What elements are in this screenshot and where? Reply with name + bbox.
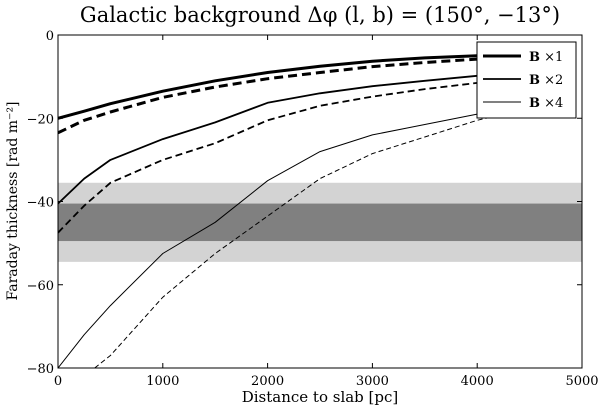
series-line-2-dashed — [58, 55, 530, 135]
legend: B ×1 B ×2 B ×4 — [476, 41, 577, 119]
chart-title: Galactic background Δφ (l, b) = (150°, −… — [80, 3, 560, 27]
series-line-3-solid — [58, 71, 530, 205]
series-line-1-solid — [58, 53, 530, 120]
y-axis-label: Faraday thickness [rad m⁻²] — [5, 101, 21, 300]
y-tick-label: −60 — [27, 279, 54, 294]
x-tick-label: 4000 — [461, 374, 494, 389]
legend-label: B ×1 — [529, 50, 563, 65]
legend-label: B ×2 — [529, 73, 563, 88]
y-tick-label: −80 — [27, 362, 54, 377]
y-tick-label: 0 — [46, 29, 54, 44]
x-tick-label: 0 — [54, 374, 62, 389]
y-tick-label: −20 — [27, 112, 54, 127]
x-tick-label: 3000 — [356, 374, 389, 389]
x-tick-label: 1000 — [146, 374, 179, 389]
x-tick-label: 2000 — [251, 374, 284, 389]
x-axis-label: Distance to slab [pc] — [242, 388, 399, 406]
series-line-4-dashed — [58, 77, 530, 234]
series-line-5-solid — [58, 103, 530, 368]
band-2 — [58, 203, 582, 242]
y-tick-label: −40 — [27, 196, 54, 211]
series-line-6-dashed — [94, 107, 530, 368]
x-tick-label: 5000 — [565, 374, 598, 389]
legend-label: B ×4 — [529, 96, 563, 111]
